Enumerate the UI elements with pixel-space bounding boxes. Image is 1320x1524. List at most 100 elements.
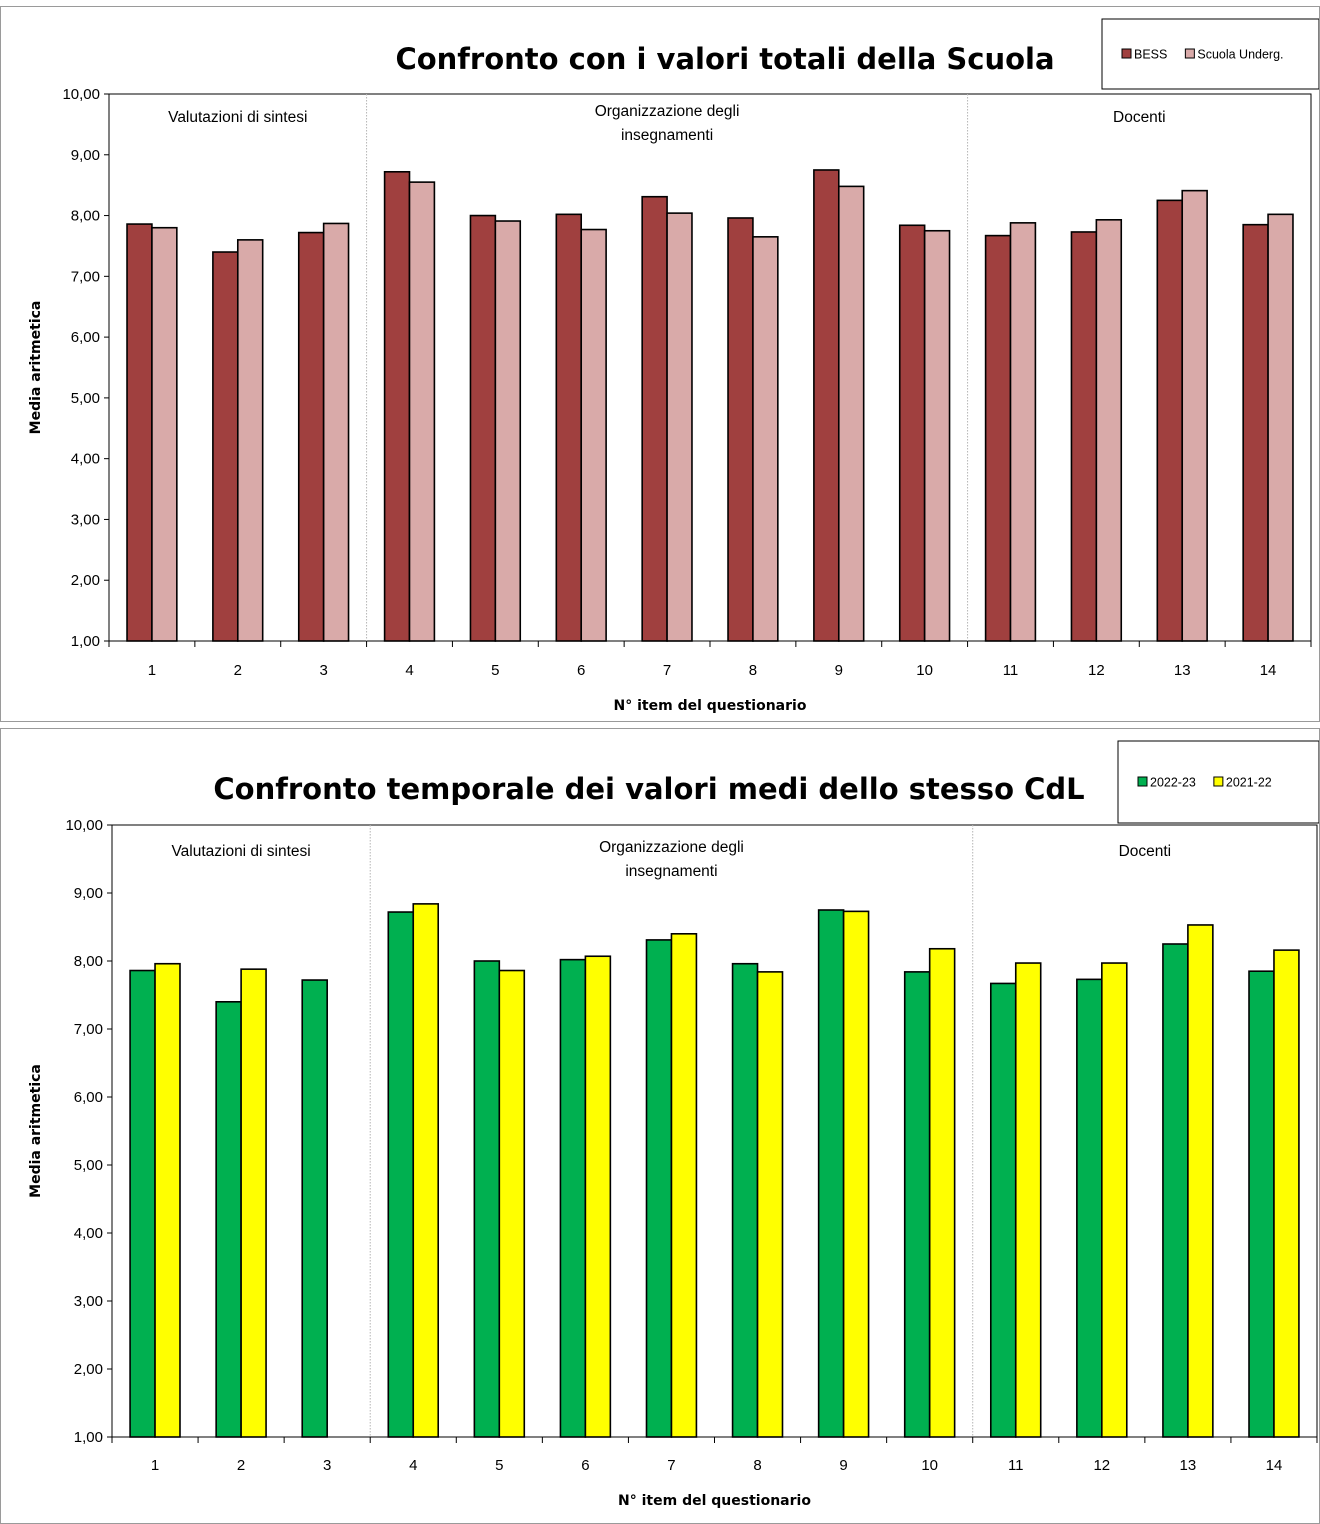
y-tick-label-2: 3,00 (71, 511, 100, 528)
bar-bess-7 (641, 195, 668, 642)
section-label-0: Valutazioni di sintesi (171, 843, 310, 860)
bar-scuola-underg--9 (837, 185, 865, 642)
bar-scuola-underg--4 (408, 181, 436, 642)
x-tick-label-9: 10 (921, 1457, 938, 1474)
y-tick-label-1: 2,00 (74, 1361, 103, 1378)
bar-bess-14 (1242, 223, 1269, 642)
bar-2022-23-1 (129, 969, 156, 1438)
bar-bess-12 (1070, 231, 1098, 642)
legend-swatch-0 (1121, 48, 1132, 59)
y-tick-label-6: 7,00 (71, 268, 100, 285)
y-tick-label-7: 8,00 (71, 208, 100, 225)
chart-title: Confronto temporale dei valori medi dell… (213, 772, 1084, 806)
bar-bess-3 (297, 231, 325, 642)
bar-bess-9 (813, 169, 840, 642)
bar-scuola-underg--6 (580, 228, 607, 642)
y-tick-label-4: 5,00 (74, 1157, 103, 1174)
bar-2021-22-7 (670, 933, 698, 1438)
legend: 2022-23 2021-22 (1117, 740, 1319, 824)
section-label-2: Docenti (1119, 843, 1172, 860)
bar-2022-23-8 (731, 962, 759, 1438)
x-tick-label-8: 9 (835, 662, 843, 679)
legend: BESS Scuola Underg. (1101, 18, 1319, 90)
bar-2021-22-1 (154, 962, 181, 1438)
x-tick-label-6: 7 (663, 662, 671, 679)
bar-scuola-underg--14 (1267, 213, 1294, 642)
section-label-1-line-1: insegnamenti (621, 127, 713, 144)
x-tick-label-1: 2 (237, 1457, 245, 1474)
bar-scuola-underg--5 (494, 220, 522, 642)
y-axis-title: Media aritmetica (28, 1064, 44, 1198)
bar-2021-22-11 (1014, 962, 1042, 1438)
y-tick-label-8: 9,00 (71, 147, 100, 164)
y-tick-label-3: 4,00 (71, 451, 100, 468)
bar-2021-22-6 (584, 955, 612, 1438)
x-axis-title: N° item del questionario (614, 698, 807, 714)
x-tick-label-6: 7 (667, 1457, 675, 1474)
bar-chart-school-comparison: Confronto con i valori totali della Scuo… (28, 18, 1319, 714)
x-tick-label-11: 12 (1093, 1457, 1110, 1474)
bar-bess-4 (383, 170, 411, 642)
bar-2022-23-10 (903, 971, 931, 1438)
bar-2021-22-13 (1187, 924, 1214, 1438)
legend-label-0: BESS (1134, 48, 1167, 62)
legend-label-1: 2021-22 (1226, 776, 1272, 790)
y-tick-label-0: 1,00 (71, 633, 100, 650)
x-tick-label-5: 6 (577, 662, 585, 679)
bar-scuola-underg--8 (752, 236, 779, 642)
y-tick-label-1: 2,00 (71, 572, 100, 589)
x-tick-label-13: 14 (1266, 1457, 1283, 1474)
bar-scuola-underg--3 (322, 222, 350, 642)
bar-scuola-underg--13 (1181, 189, 1208, 642)
bar-bess-6 (555, 213, 583, 642)
legend-swatch-1 (1213, 776, 1224, 787)
y-tick-label-8: 9,00 (74, 885, 103, 902)
bar-chart-temporal-comparison: Confronto temporale dei valori medi dell… (28, 740, 1319, 1509)
x-tick-label-10: 11 (1003, 662, 1019, 679)
bar-2021-22-10 (928, 947, 956, 1438)
y-tick-label-5: 6,00 (74, 1089, 103, 1106)
x-tick-label-9: 10 (916, 662, 933, 679)
chart-panel-school-comparison: Confronto con i valori totali della Scuo… (0, 6, 1320, 722)
bar-scuola-underg--1 (151, 226, 178, 642)
bar-2021-22-5 (498, 969, 526, 1438)
bar-scuola-underg--12 (1095, 219, 1123, 642)
bar-bess-8 (727, 217, 754, 642)
bar-2022-23-5 (473, 960, 501, 1438)
section-label-0: Valutazioni di sintesi (168, 109, 307, 126)
bar-bess-5 (469, 214, 497, 642)
y-tick-label-2: 3,00 (74, 1293, 103, 1310)
x-tick-label-7: 8 (749, 662, 757, 679)
x-tick-label-2: 3 (319, 662, 327, 679)
legend-swatch-0 (1137, 776, 1148, 787)
bar-bess-1 (126, 223, 153, 642)
x-tick-label-0: 1 (148, 662, 156, 679)
x-tick-label-10: 11 (1008, 1457, 1024, 1474)
legend-box (1117, 740, 1319, 824)
bar-scuola-underg--11 (1009, 222, 1037, 642)
y-tick-label-4: 5,00 (71, 390, 100, 407)
y-tick-label-5: 6,00 (71, 329, 100, 346)
bar-2021-22-14 (1273, 949, 1300, 1438)
y-tick-label-7: 8,00 (74, 953, 103, 970)
x-tick-label-5: 6 (581, 1457, 589, 1474)
x-tick-label-2: 3 (323, 1457, 331, 1474)
x-tick-label-3: 4 (409, 1457, 417, 1474)
y-tick-label-9: 10,00 (65, 817, 103, 834)
plot-area (108, 93, 1312, 642)
bar-2022-23-12 (1076, 978, 1103, 1438)
bar-bess-13 (1156, 199, 1184, 642)
y-tick-label-3: 4,00 (74, 1225, 103, 1242)
legend-label-0: 2022-23 (1150, 776, 1196, 790)
section-label-1-line-0: Organizzazione degli (595, 103, 740, 120)
bar-scuola-underg--2 (236, 239, 264, 642)
x-tick-label-4: 5 (495, 1457, 503, 1474)
chart-panel-temporal-comparison: Confronto temporale dei valori medi dell… (0, 728, 1320, 1524)
section-label-1-line-0: Organizzazione degli (599, 839, 744, 856)
bar-2022-23-11 (989, 982, 1017, 1438)
x-tick-label-13: 14 (1260, 662, 1277, 679)
bar-2022-23-7 (645, 939, 673, 1438)
bar-2021-22-9 (842, 910, 870, 1438)
bar-2022-23-14 (1248, 970, 1275, 1438)
x-tick-label-12: 13 (1174, 662, 1191, 679)
